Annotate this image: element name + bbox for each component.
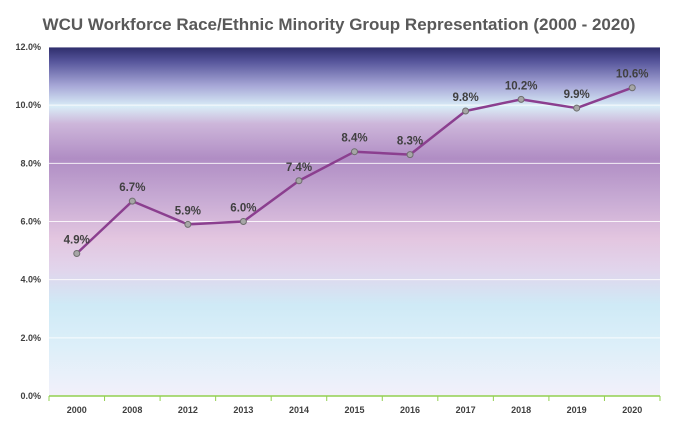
y-tick-label: 8.0% xyxy=(20,158,41,168)
data-label: 10.6% xyxy=(616,69,649,81)
x-tick-label: 2018 xyxy=(511,405,531,415)
chart-title: WCU Workforce Race/Ethnic Minority Group… xyxy=(43,15,636,34)
data-point xyxy=(128,197,136,205)
data-point xyxy=(628,84,636,92)
data-label: 8.3% xyxy=(397,136,423,148)
data-point xyxy=(184,220,192,228)
y-tick-label: 10.0% xyxy=(15,100,41,110)
x-tick-label: 2020 xyxy=(622,405,642,415)
data-point xyxy=(73,249,81,257)
data-point xyxy=(573,104,581,112)
data-label: 8.4% xyxy=(341,133,367,145)
data-point xyxy=(295,177,303,185)
data-label: 6.7% xyxy=(119,182,145,194)
x-tick-label: 2019 xyxy=(567,405,587,415)
x-tick-label: 2014 xyxy=(289,405,309,415)
y-axis-tick-labels: 0.0% 2.0% 4.0% 6.0% 8.0% 10.0% 12.0% xyxy=(15,42,41,401)
data-label: 9.8% xyxy=(452,92,478,104)
data-point xyxy=(351,148,358,156)
y-tick-label: 0.0% xyxy=(20,391,41,401)
y-tick-label: 4.0% xyxy=(20,275,41,285)
data-label: 7.4% xyxy=(286,162,312,174)
x-tick-label: 2008 xyxy=(122,405,142,415)
x-axis-tick-labels: 2000 2008 2012 2013 2014 2015 2016 2017 2018 2019… xyxy=(48,396,661,415)
x-tick-label: 2017 xyxy=(456,405,476,415)
y-tick-label: 2.0% xyxy=(20,333,41,343)
data-label: 5.9% xyxy=(175,205,201,217)
x-tick-label: 2000 xyxy=(67,405,87,415)
data-point xyxy=(239,218,247,225)
data-label: 9.9% xyxy=(564,89,590,101)
y-tick-label: 6.0% xyxy=(20,217,41,227)
data-points xyxy=(73,84,636,257)
data-point xyxy=(406,151,414,159)
x-tick-label: 2012 xyxy=(178,405,198,415)
data-point xyxy=(517,95,525,103)
x-tick-label: 2013 xyxy=(233,405,253,415)
data-label: 10.2% xyxy=(505,80,538,92)
data-labels: 4.9% 6.7% 5.9% 6.0% 7.4% 8.4% 8.3% 9.8% 10.2% 9.9… xyxy=(64,69,649,247)
gridlines xyxy=(49,46,660,339)
y-tick-label: 12.0% xyxy=(15,42,41,52)
data-label: 6.0% xyxy=(230,203,256,215)
data-point xyxy=(462,107,470,115)
data-label: 4.9% xyxy=(64,234,90,246)
x-tick-label: 2015 xyxy=(344,405,364,415)
x-tick-label: 2016 xyxy=(400,405,420,415)
